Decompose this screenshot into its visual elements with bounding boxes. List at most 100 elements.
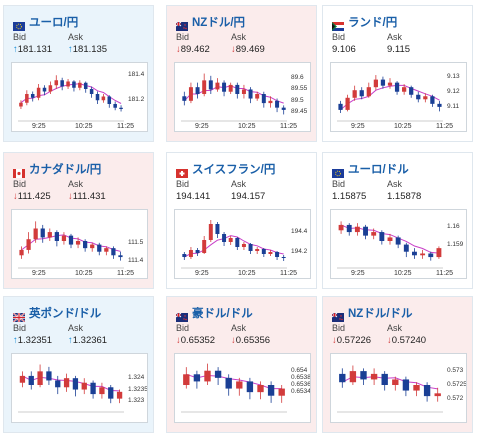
candle-body [236, 381, 243, 389]
candle-body [222, 234, 227, 242]
candle-body [228, 238, 233, 242]
pair-title[interactable]: ユーロ/ドル [348, 164, 409, 176]
pair-title[interactable]: ユーロ/円 [29, 17, 79, 29]
moving-average-line [20, 83, 122, 104]
pair-title[interactable]: スイスフラン/円 [192, 164, 276, 176]
ask-label: Ask [231, 323, 247, 333]
bid-price: 9.106 [332, 44, 356, 55]
candle-body [366, 87, 371, 97]
candle-body [37, 371, 43, 385]
bid-price: 0.57226 [336, 335, 372, 346]
pair-title[interactable]: カナダドル/円 [29, 164, 102, 176]
arrow-down-icon: ↓ [231, 335, 236, 346]
candle-body [261, 94, 266, 104]
ask-label: Ask [231, 179, 247, 189]
candle-body [104, 248, 109, 252]
pair-title[interactable]: NZドル/ドル [348, 308, 413, 320]
ask-price: 0.57240 [391, 335, 427, 346]
rate-card[interactable]: 英ポンド/ドル Bid Ask ↑1.32351 ↑1.32361 1.324 1.3235… [3, 296, 154, 433]
pair-title[interactable]: 豪ドル/ドル [192, 308, 253, 320]
x-tick-label: 11:25 [117, 123, 134, 130]
candle-body [395, 237, 401, 245]
candlestick-chart[interactable]: 194.4 194.2 9:25 10:25 11:25 [174, 209, 311, 279]
ask-value: ↓0.57240 [387, 335, 426, 346]
candle-body [437, 103, 442, 107]
candle-body [19, 102, 23, 107]
bid-label: Bid [13, 323, 27, 333]
bid-value: 194.141 [176, 191, 210, 202]
bid-value: ↓0.57226 [332, 335, 371, 346]
ask-price: 181.135 [72, 44, 108, 55]
candle-body [215, 82, 220, 90]
candle-body [72, 81, 76, 88]
pair-title[interactable]: ランド/円 [348, 17, 398, 29]
rate-card[interactable]: ランド/円 Bid Ask 9.106 9.115 9.13 9.12 9.11 9:25 10:… [322, 5, 473, 142]
rate-card[interactable]: ユーロ/円 Bid Ask ↑181.131 ↑181.135 181.4 181.2 9:2… [3, 5, 154, 142]
candlestick-chart[interactable]: 181.4 181.2 9:25 10:25 11:25 [11, 62, 148, 132]
nz-flag-icon [331, 309, 344, 322]
bid-value: ↓0.65352 [176, 335, 215, 346]
ask-price: 111.431 [72, 191, 106, 202]
candle-body [409, 87, 414, 95]
ask-label: Ask [231, 32, 247, 42]
candle-body [188, 250, 193, 257]
candle-body [89, 89, 94, 94]
candle-body [352, 90, 357, 98]
x-tick-label: 10:25 [75, 123, 93, 130]
rate-card[interactable]: スイスフラン/円 Bid Ask 194.141 194.157 194.4 194.2 9:… [166, 152, 317, 289]
ask-price: 1.32361 [72, 335, 108, 346]
ch-flag-icon [176, 165, 188, 178]
candlestick-chart[interactable]: 1.324 1.3235 1.323 [11, 353, 148, 423]
nz-flag-icon [175, 18, 188, 31]
pair-title[interactable]: NZドル/円 [192, 17, 246, 29]
candlestick-chart[interactable]: 0.573 0.5725 0.572 [330, 353, 467, 423]
bid-price: 0.65352 [180, 335, 216, 346]
candle-body [195, 250, 200, 253]
candlestick-chart[interactable]: 1.16 1.159 9:25 10:25 11:25 [330, 209, 467, 279]
candlestick-chart[interactable]: 9.13 9.12 9.11 9:25 10:25 11:25 [330, 62, 467, 132]
candle-body [281, 257, 286, 258]
candle-body [420, 253, 426, 256]
y-tick-label: 0.6534 [291, 388, 311, 396]
candle-body [182, 254, 187, 257]
candle-body [47, 232, 52, 238]
y-tick-label: 9.11 [447, 102, 460, 110]
bid-label: Bid [332, 179, 346, 189]
ask-value: 1.15878 [387, 191, 421, 202]
ask-label: Ask [68, 32, 84, 42]
candle-body [81, 382, 87, 390]
candlestick-chart[interactable]: 89.6 89.55 89.5 89.45 9:25 10:25 11:25 [174, 62, 311, 132]
moving-average-line [342, 376, 438, 390]
candlestick-chart[interactable]: 111.5 111.4 9:25 10:25 11:25 [11, 209, 148, 279]
candle-body [195, 87, 200, 94]
candle-body [54, 80, 59, 86]
y-tick-label: 1.3235 [128, 385, 148, 393]
candle-body [19, 249, 24, 256]
y-tick-label: 9.12 [447, 87, 460, 95]
pair-title[interactable]: 英ポンド/ドル [29, 308, 102, 320]
y-tick-label: 111.4 [128, 256, 144, 264]
candle-body [267, 385, 275, 396]
candle-body [257, 385, 264, 393]
ask-label: Ask [387, 323, 403, 333]
candlestick-chart[interactable]: 0.654 0.6538 0.6536 0.6534 [174, 353, 311, 423]
rate-card[interactable]: 豪ドル/ドル Bid Ask ↓0.65352 ↓0.65356 0.654 0.6538 0… [166, 296, 317, 433]
candle-body [402, 379, 410, 391]
rate-card[interactable]: NZドル/ドル Bid Ask ↓0.57226 ↓0.57240 0.573 0.5725… [322, 296, 473, 433]
candle-body [423, 96, 428, 100]
bid-price: 1.32351 [17, 335, 53, 346]
rate-card[interactable]: NZドル/円 Bid Ask ↓89.462 ↓89.469 89.6 89.55 89.5 8… [166, 5, 317, 142]
bid-label: Bid [332, 323, 346, 333]
moving-average-line [184, 235, 284, 258]
candle-body [225, 377, 232, 389]
rate-card[interactable]: カナダドル/円 Bid Ask ↓111.425 ↓111.431 111.5 111.4 9… [3, 152, 154, 289]
ask-value: 9.115 [387, 44, 410, 55]
x-tick-label: 10:25 [75, 270, 93, 277]
ask-label: Ask [68, 323, 84, 333]
rate-card[interactable]: ユーロ/ドル Bid Ask 1.15875 1.15878 1.16 1.159 9:25 1… [322, 152, 473, 289]
ask-value: ↓0.65356 [231, 335, 270, 346]
candle-body [208, 224, 213, 240]
gb-flag-icon [12, 309, 26, 323]
candle-body [72, 378, 79, 390]
ask-label: Ask [68, 179, 84, 189]
